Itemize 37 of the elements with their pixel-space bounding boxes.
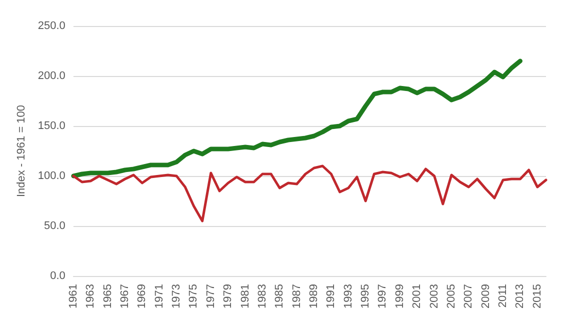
x-tick-label: 1995 xyxy=(360,284,372,308)
x-tick-label: 2011 xyxy=(497,284,510,308)
x-tick-label: 1963 xyxy=(84,284,97,308)
x-tick-label: 2003 xyxy=(428,284,440,308)
x-tick-label: 2007 xyxy=(462,284,475,308)
x-tick-label: 1991 xyxy=(325,284,338,308)
x-tick-label: 2001 xyxy=(411,284,424,308)
x-tick-label: 1985 xyxy=(274,284,286,308)
y-tick-label: 100.0 xyxy=(38,170,66,182)
y-tick-label: 150.0 xyxy=(38,120,66,132)
x-tick-label: 1997 xyxy=(376,284,389,308)
x-tick-label: 1999 xyxy=(394,284,406,308)
x-tick-label: 2009 xyxy=(480,284,492,308)
x-tick-label: 1979 xyxy=(222,284,234,308)
x-tick-label: 1961 xyxy=(67,284,80,308)
y-tick-label: 200.0 xyxy=(38,70,66,82)
x-tick-label: 1981 xyxy=(239,284,252,308)
y-tick-label: 0.0 xyxy=(50,270,66,282)
x-tick-label: 1969 xyxy=(136,284,148,308)
x-tick-label: 2015 xyxy=(531,284,544,308)
x-tick-label: 2013 xyxy=(514,284,526,308)
x-tick-label: 1977 xyxy=(204,284,217,308)
line-series xyxy=(72,164,548,222)
x-tick-label: 1993 xyxy=(342,284,354,308)
line-series xyxy=(71,58,522,178)
x-tick-label: 1975 xyxy=(188,284,200,308)
y-axis-title: Index - 1961 = 100 xyxy=(16,104,28,198)
x-tick-label: 2005 xyxy=(445,284,458,308)
x-tick-label: 1971 xyxy=(153,284,166,308)
x-tick-label: 1965 xyxy=(102,284,114,308)
y-tick-label: 50.0 xyxy=(44,220,66,232)
x-tick-label: 1967 xyxy=(118,284,131,308)
x-tick-label: 1987 xyxy=(290,284,303,308)
x-tick-label: 1989 xyxy=(308,284,320,308)
x-tick-label: 1983 xyxy=(256,284,268,308)
x-tick-label: 1973 xyxy=(170,284,183,308)
y-tick-label: 250.0 xyxy=(38,20,66,32)
